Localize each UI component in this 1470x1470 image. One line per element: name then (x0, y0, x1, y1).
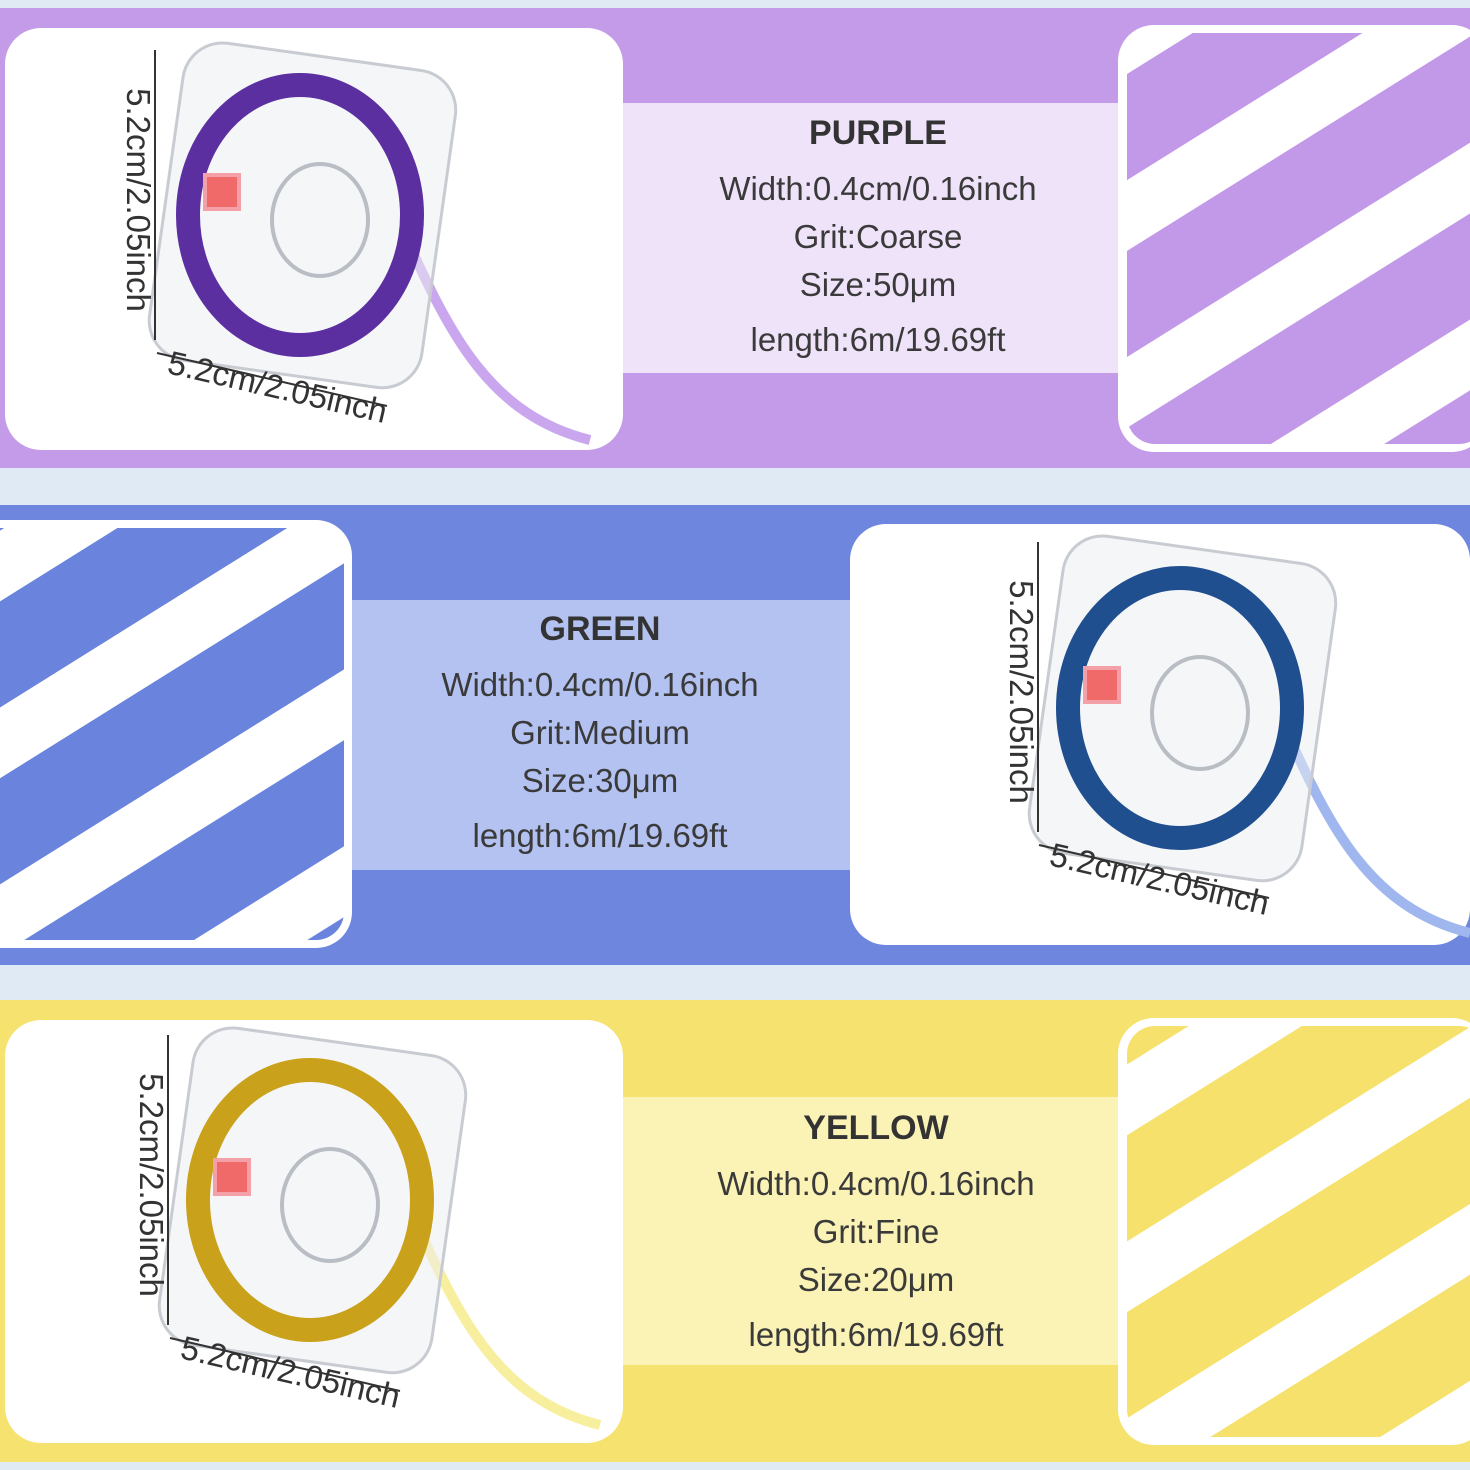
dim-line (1038, 844, 1270, 899)
stripes (1127, 1026, 1470, 1437)
spool-clip (1083, 666, 1121, 704)
spec-line: Width:0.4cm/0.16inch (441, 666, 758, 703)
spec-line: length:6m/19.69ft (472, 817, 727, 854)
panel-title: PURPLE (809, 114, 947, 152)
spool-clip (203, 173, 241, 211)
spec-line: Grit:Medium (510, 714, 690, 751)
dimension-vertical: 5.2cm/2.05inch (133, 1073, 170, 1297)
spec-line: Size:20μm (798, 1261, 955, 1298)
spec-line: length:6m/19.69ft (748, 1316, 1003, 1353)
panel-title: YELLOW (803, 1109, 949, 1147)
spool-core (1150, 655, 1250, 771)
dim-line (169, 1337, 401, 1392)
info-strip (620, 103, 1120, 373)
spec-line: Width:0.4cm/0.16inch (717, 1165, 1034, 1202)
spec-line: Size:30μm (522, 762, 679, 799)
stripes (1127, 33, 1470, 444)
info-strip (352, 600, 852, 870)
stripes (0, 528, 344, 940)
info-strip (620, 1097, 1120, 1365)
dimension-vertical: 5.2cm/2.05inch (1003, 580, 1040, 804)
tape-roll (1056, 566, 1304, 850)
dim-line (156, 352, 388, 407)
spool-clip (213, 1158, 251, 1196)
spec-line: Grit:Fine (813, 1213, 940, 1250)
panel-title: GREEN (540, 610, 661, 648)
tape-roll (186, 1058, 434, 1342)
spool-core (270, 162, 370, 278)
dimension-vertical: 5.2cm/2.05inch (120, 88, 157, 312)
tape-roll (176, 73, 424, 357)
spec-line: Size:50μm (800, 266, 957, 303)
spec-line: Width:0.4cm/0.16inch (719, 170, 1036, 207)
spec-line: length:6m/19.69ft (750, 321, 1005, 358)
spec-line: Grit:Coarse (794, 218, 963, 255)
spool-core (280, 1147, 380, 1263)
